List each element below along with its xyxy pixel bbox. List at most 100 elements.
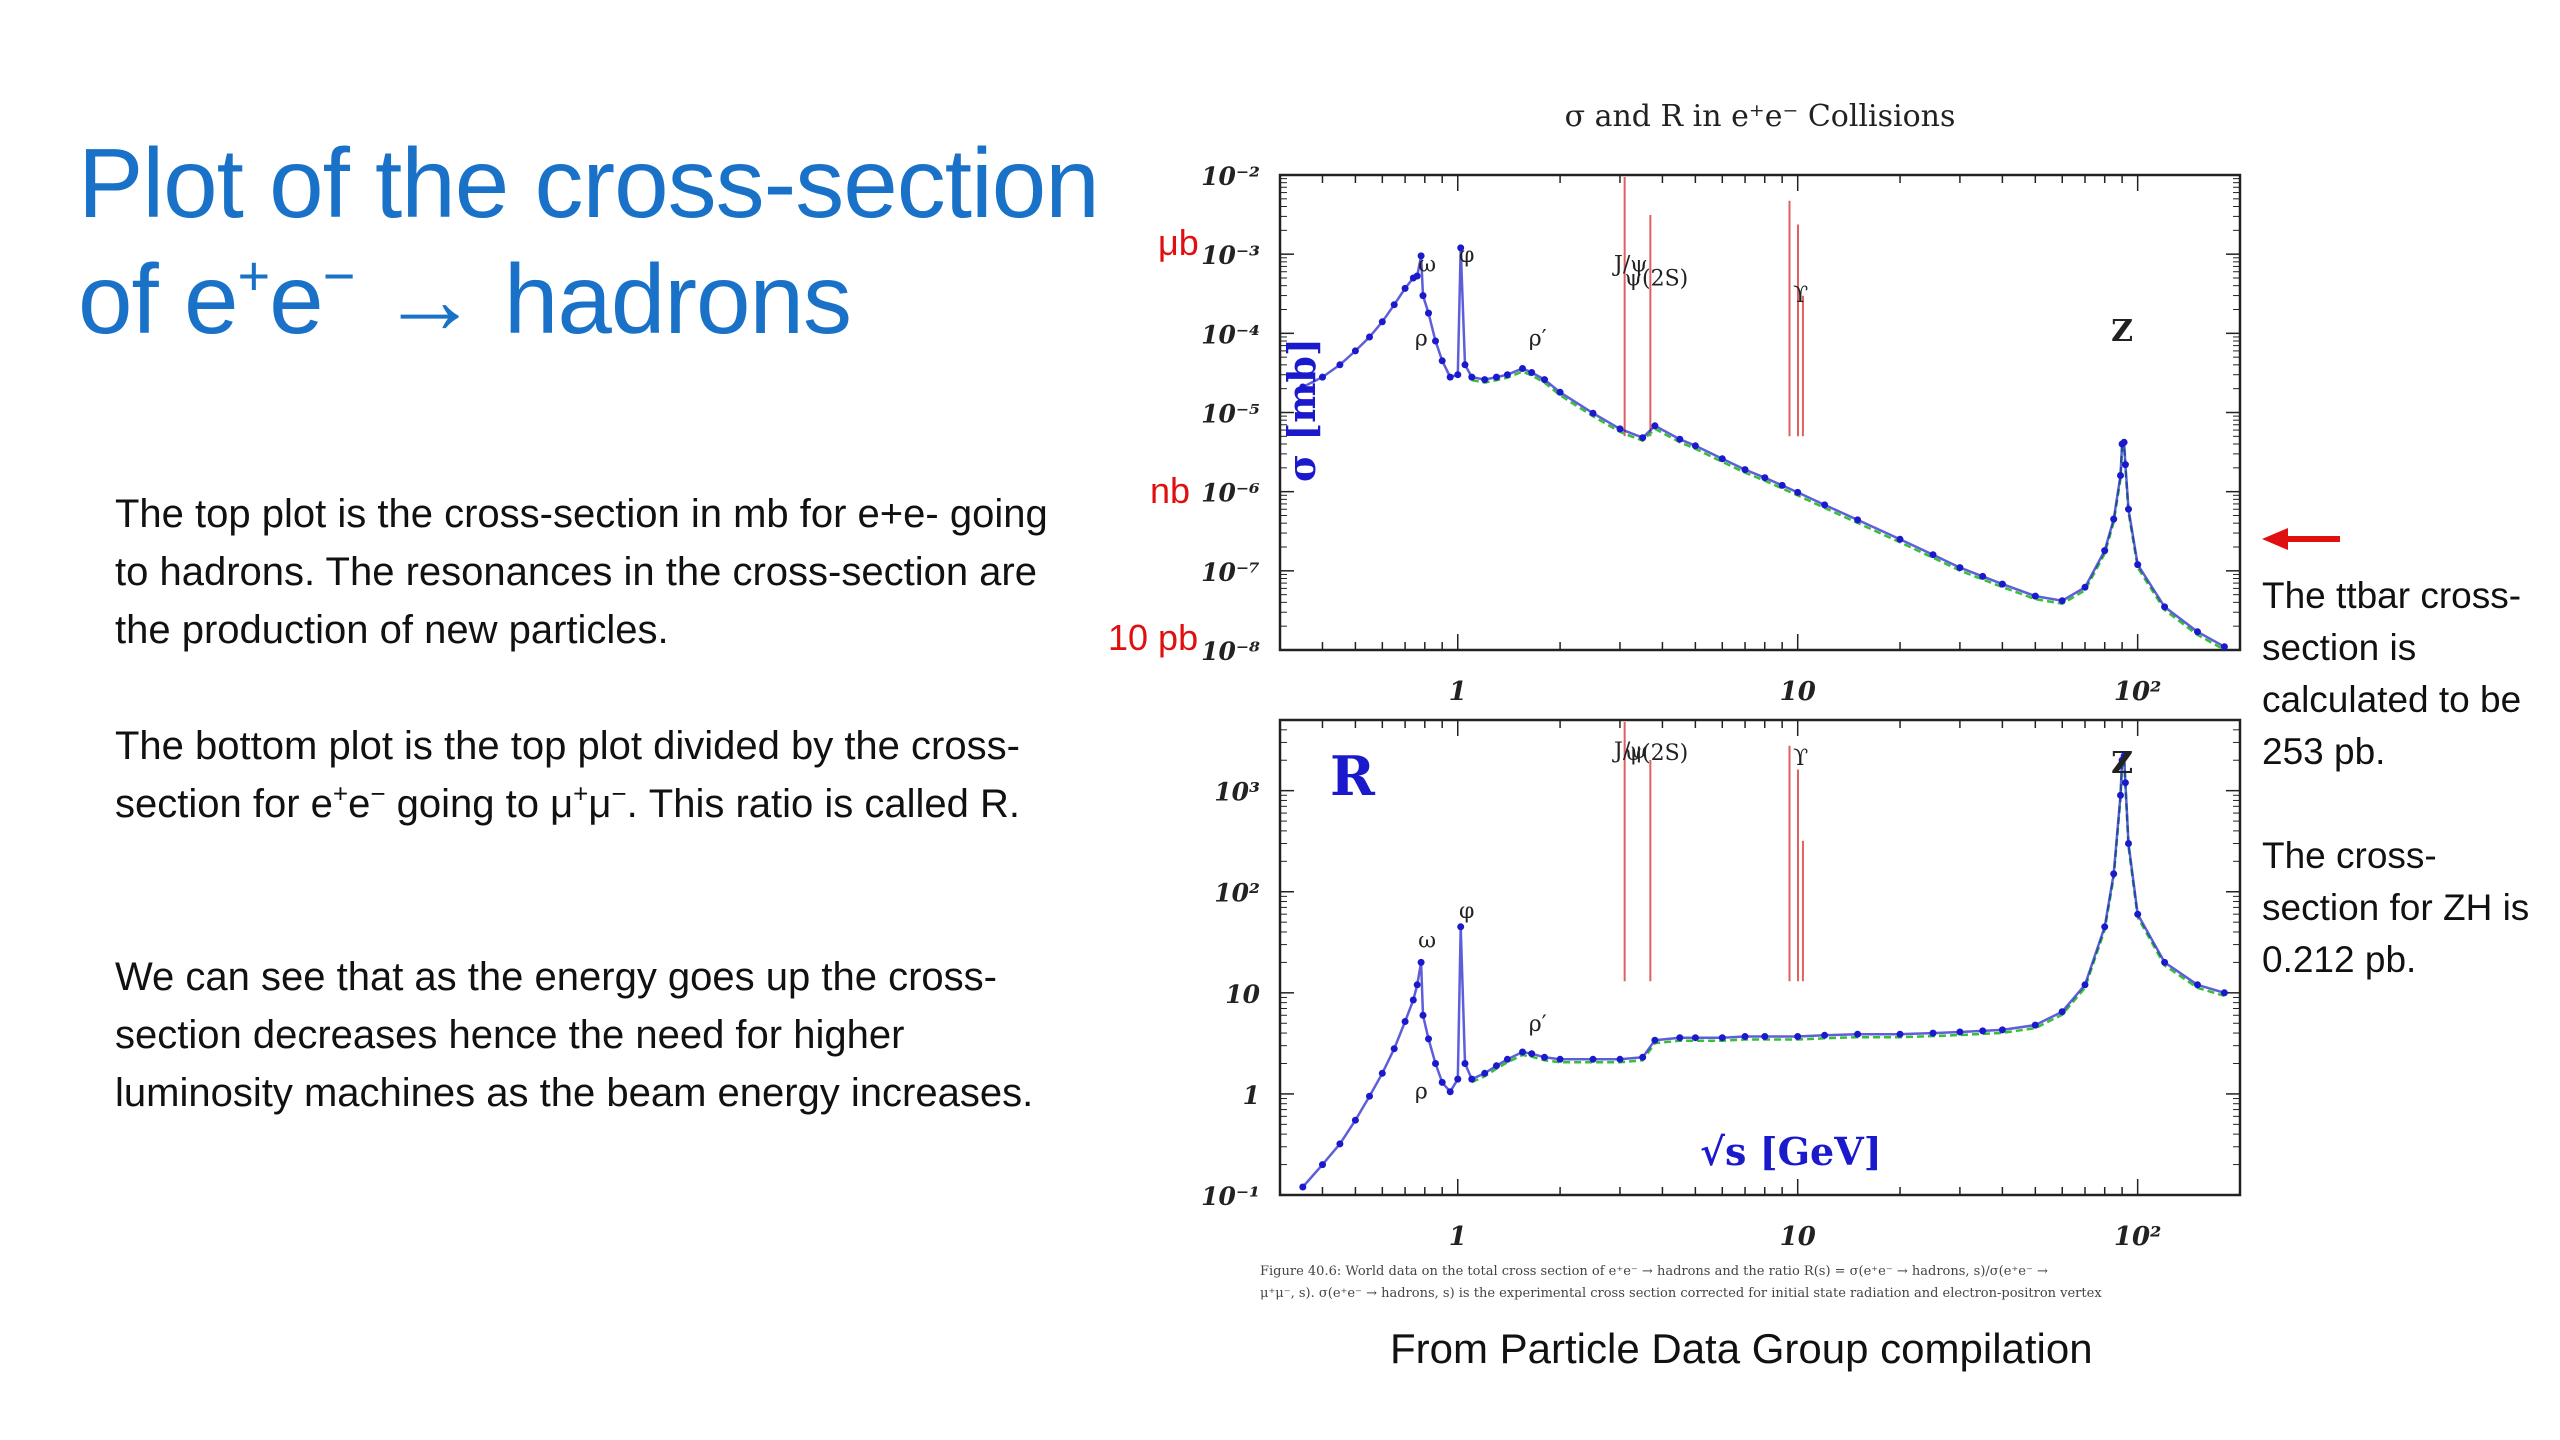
data-point	[1413, 981, 1421, 989]
data-point	[1461, 1060, 1469, 1067]
resonance-label: ϒ	[1793, 746, 1808, 771]
figure-caption-line-2: μ⁺μ⁻, s). σ(e⁺e⁻ → hadrons, s) is the ex…	[1260, 1286, 2102, 1301]
data-point	[2194, 628, 2201, 636]
data-point	[1390, 301, 1398, 309]
title-part: e	[269, 244, 324, 354]
data-point	[1794, 488, 1802, 496]
title-part: → hadrons	[354, 244, 852, 354]
data-point	[2117, 791, 2124, 799]
data-point	[1556, 388, 1564, 396]
resonance-label: ϒ	[1793, 283, 1808, 308]
y-tick-label: 10⁻⁴	[1201, 320, 1260, 349]
y-tick-label: 1	[1243, 1081, 1260, 1110]
resonance-label: J/ψ	[1612, 253, 1647, 278]
data-point	[1503, 1055, 1511, 1063]
y-tick-label: 10²	[1214, 879, 1260, 908]
data-point	[1432, 337, 1439, 345]
x-tick-label: 1	[1449, 677, 1467, 707]
data-point	[1481, 1069, 1489, 1077]
para-text: going to μ	[385, 782, 574, 826]
data-point	[2134, 910, 2142, 918]
y-tick-label: 10⁻³	[1201, 241, 1260, 270]
data-point	[2121, 779, 2129, 787]
data-point	[1691, 442, 1699, 450]
data-point	[1528, 1050, 1536, 1058]
data-point	[1979, 1027, 1987, 1035]
data-point	[1319, 1161, 1326, 1169]
data-point	[1616, 425, 1624, 433]
data-point	[2081, 981, 2089, 989]
data-point	[1468, 1075, 1476, 1083]
data-point	[1541, 1053, 1548, 1061]
data-point	[2031, 1021, 2039, 1029]
para-superscript: −	[370, 778, 386, 809]
data-point	[1761, 1033, 1769, 1040]
data-point	[2134, 561, 2142, 569]
data-point	[1854, 516, 1862, 524]
data-point	[1639, 1053, 1647, 1061]
data-point	[2161, 958, 2169, 966]
para-superscript: +	[332, 778, 349, 809]
data-point	[1432, 1060, 1439, 1067]
x-tick-label: 10	[1780, 677, 1816, 707]
resonance-label: Z	[2111, 746, 2133, 781]
bottom-panel-r: 1 10 10² 10³ 10² 10 1 10⁻¹ ω ρ φ ρ′ J/ψψ(2S) ϒ Z R √s [G…	[1201, 718, 2242, 1252]
para-text: . This ratio is called R.	[626, 782, 1021, 826]
data-point	[2194, 981, 2201, 989]
resonance-label: ω	[1418, 253, 1436, 278]
data-point	[2120, 438, 2128, 446]
y-axis-label: R	[1330, 744, 1376, 808]
data-point	[1821, 1031, 1829, 1039]
data-point	[1718, 1034, 1726, 1042]
x-tick-label: 10	[1780, 1222, 1816, 1252]
data-point	[1519, 365, 1526, 372]
data-point	[2220, 989, 2228, 997]
data-point	[1366, 333, 1373, 341]
data-point	[1979, 572, 1987, 580]
resonance-label: ρ′	[1529, 1012, 1547, 1037]
data-point	[1417, 958, 1425, 966]
title-superscript-minus: −	[322, 244, 356, 307]
data-point	[2125, 505, 2132, 513]
data-point	[1336, 361, 1344, 369]
data-point	[1401, 284, 1409, 292]
data-point	[1778, 481, 1786, 489]
data-point	[1691, 1034, 1699, 1042]
x-tick-label: 10²	[2114, 677, 2162, 707]
y-tick-label: 10	[1225, 980, 1260, 1009]
data-trace	[1301, 755, 2225, 1188]
data-point	[1676, 435, 1684, 443]
y-tick-label: 10⁻²	[1201, 162, 1260, 191]
data-point	[1651, 422, 1659, 430]
fit-curve	[1471, 370, 2226, 651]
data-point	[1390, 1045, 1398, 1053]
title-line-1: Plot of the cross-section	[78, 128, 1100, 238]
data-point	[2101, 547, 2109, 555]
physics-chart: σ and R in e⁺e⁻ Collisions 1 10 10² 10⁻² 10⁻…	[1201, 99, 2242, 1301]
data-point	[2161, 603, 2169, 611]
side-note-zh: The cross-section for ZH is 0.212 pb.	[2262, 835, 2530, 980]
data-point	[1417, 252, 1425, 260]
side-note-ttbar: The ttbar cross-section is calculated to…	[2262, 575, 2522, 772]
data-point	[1454, 371, 1462, 379]
top-panel-sigma: 1 10 10² 10⁻² 10⁻³ 10⁻⁴ 10⁻⁵ 10⁻⁶ 10⁻⁷ 10⁻⁸ ω ρ φ ρ′ J…	[1201, 162, 2242, 707]
title-line-2: of e+e− → hadrons	[78, 241, 1138, 357]
x-tick-label: 10²	[2114, 1222, 2162, 1252]
resonance-label: ρ	[1415, 1080, 1428, 1105]
data-point	[1718, 455, 1726, 463]
data-point	[1378, 318, 1386, 326]
data-point	[1409, 996, 1417, 1004]
unit-label-nanobarn: nb	[1150, 470, 1191, 511]
unit-label-10pb: 10 pb	[1108, 617, 1199, 658]
data-point	[1413, 272, 1421, 280]
data-point	[1493, 373, 1500, 381]
data-point	[1896, 535, 1904, 543]
data-point	[1299, 383, 1307, 391]
unit-label-microbarn: μb	[1158, 222, 1199, 263]
data-point	[1528, 369, 1536, 376]
data-point	[1794, 1033, 1802, 1040]
resonance-label: ψ(2S)	[1625, 267, 1689, 292]
para-text: e	[348, 782, 371, 826]
y-axis-label: σ [mb]	[1279, 338, 1324, 482]
para-superscript: +	[573, 778, 589, 809]
